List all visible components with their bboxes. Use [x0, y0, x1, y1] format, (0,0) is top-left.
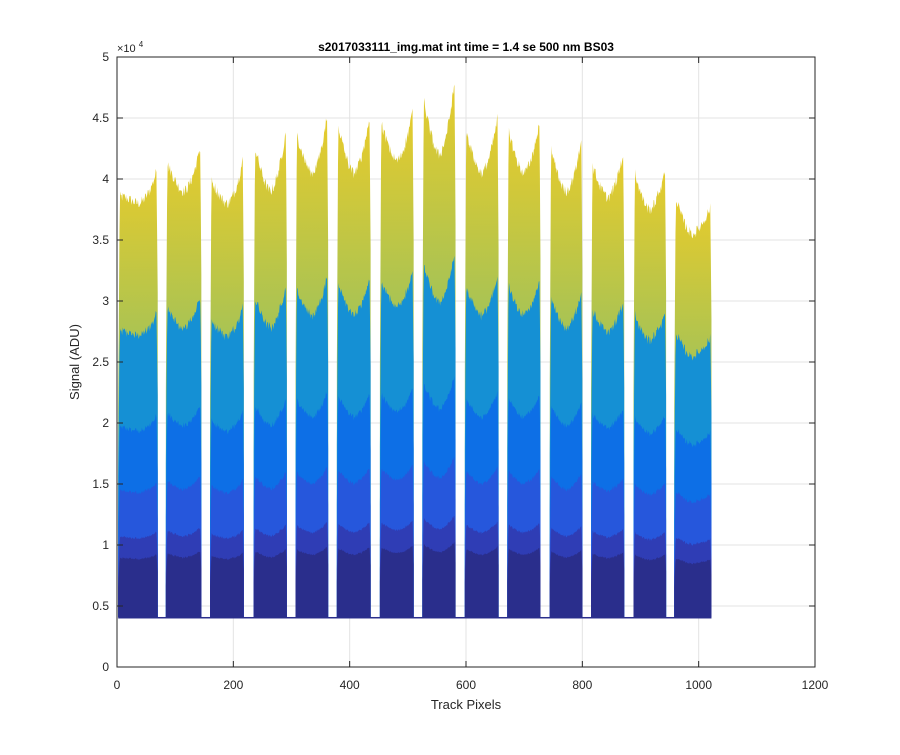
signal-segment — [165, 150, 202, 617]
signal-layer-1 — [464, 546, 499, 617]
signal-segment — [507, 124, 541, 617]
x-axis-label: Track Pixels — [431, 697, 502, 712]
x-tick-label: 1000 — [685, 678, 712, 692]
x-tick-labels: 0 200 400 600 800 1000 1200 — [114, 678, 829, 692]
signal-segment — [464, 113, 499, 617]
y-tick-label: 1.5 — [92, 477, 109, 491]
signal-layer-1 — [633, 554, 667, 617]
signal-layer-1 — [422, 542, 456, 617]
signal-layer-1 — [674, 559, 712, 617]
y-tick-labels: 0 0.5 1 1.5 2 2.5 3 3.5 4 4.5 5 — [92, 50, 109, 674]
y-tick-label: 1 — [102, 538, 109, 552]
signal-layer-1 — [118, 554, 158, 617]
signal-layer-1 — [549, 550, 583, 617]
signal-layer-1 — [165, 551, 202, 617]
y-axis-label: Signal (ADU) — [67, 324, 82, 400]
x-tick-label: 400 — [340, 678, 360, 692]
y-tick-label: 4.5 — [92, 111, 109, 125]
chart-title: s2017033111_img.mat int time = 1.4 se 50… — [318, 40, 614, 54]
signal-layer-1 — [253, 549, 287, 617]
x-tick-label: 200 — [223, 678, 243, 692]
signal-segment — [336, 121, 371, 617]
signal-layer-1 — [336, 547, 371, 617]
y-tick-label: 0.5 — [92, 599, 109, 613]
tick-marks — [116, 56, 816, 668]
signal-segment — [118, 168, 158, 617]
y-axis-exponent-power: 4 — [139, 40, 144, 49]
y-axis-exponent: ×10 4 — [117, 40, 144, 55]
data-layer — [118, 84, 712, 619]
y-tick-label: 3.5 — [92, 233, 109, 247]
signal-segment — [253, 132, 287, 617]
x-tick-label: 800 — [572, 678, 592, 692]
signal-layer-1 — [507, 547, 541, 617]
y-tick-label: 2.5 — [92, 355, 109, 369]
signal-segment — [591, 157, 625, 617]
y-tick-label: 0 — [102, 660, 109, 674]
x-tick-label: 0 — [114, 678, 121, 692]
signal-segment — [549, 140, 583, 617]
signal-layer-1 — [591, 552, 625, 617]
signal-segment — [633, 169, 667, 617]
x-tick-label: 1200 — [802, 678, 829, 692]
y-tick-label: 2 — [102, 416, 109, 430]
y-tick-label: 3 — [102, 294, 109, 308]
signal-segment — [674, 201, 712, 617]
signal-layer-1 — [295, 546, 329, 617]
signal-baseline-strip — [118, 616, 712, 619]
x-tick-label: 600 — [456, 678, 476, 692]
signal-layer-1 — [210, 552, 244, 617]
signal-layer-1 — [379, 545, 414, 617]
signal-segment — [295, 118, 329, 617]
y-axis-exponent-base: ×10 — [117, 43, 136, 55]
y-tick-label: 5 — [102, 50, 109, 64]
signal-segment — [210, 156, 244, 617]
y-tick-label: 4 — [102, 172, 109, 186]
signal-segment — [422, 84, 456, 617]
signal-segment — [379, 108, 414, 617]
